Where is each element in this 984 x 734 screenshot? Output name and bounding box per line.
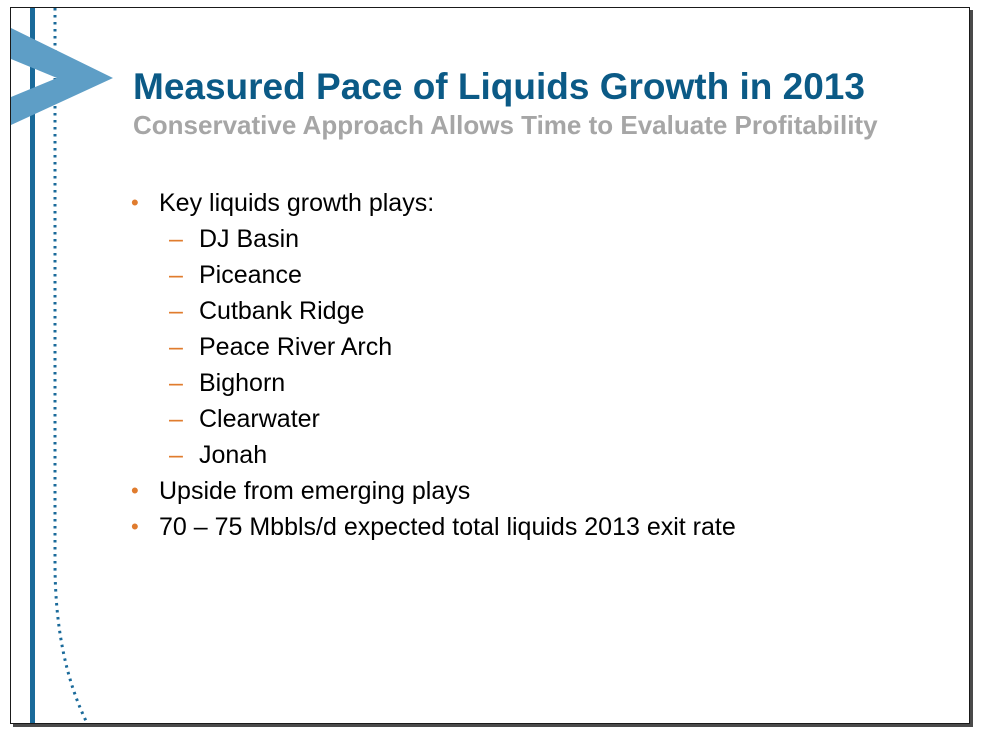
sub-bullet-marker: – (169, 225, 183, 253)
sub-bullet-clearwater: – Clearwater (129, 401, 736, 437)
sub-bullet-text: DJ Basin (199, 225, 300, 253)
slide-title: Measured Pace of Liquids Growth in 2013 (133, 66, 865, 107)
brand-dotted-arc (53, 8, 89, 723)
bullet-marker: • (131, 514, 139, 539)
slide-page: Measured Pace of Liquids Growth in 2013 … (10, 7, 970, 724)
sub-bullet-text: Clearwater (199, 405, 320, 433)
sub-bullet-marker: – (169, 441, 183, 469)
bullet-text: Upside from emerging plays (159, 477, 471, 505)
bullet-marker: • (131, 190, 139, 215)
sub-bullet-cutbank-ridge: – Cutbank Ridge (129, 293, 736, 329)
brand-vertical-line (30, 8, 35, 723)
slide-subtitle: Conservative Approach Allows Time to Eva… (133, 110, 878, 140)
sub-bullet-marker: – (169, 297, 183, 325)
sub-bullet-piceance: – Piceance (129, 257, 736, 293)
slide-shadow-bottom (13, 723, 973, 727)
sub-bullet-marker: – (169, 333, 183, 361)
sub-bullet-peace-river-arch: – Peace River Arch (129, 329, 736, 365)
sub-bullet-text: Peace River Arch (199, 333, 393, 361)
slide-shadow-right (969, 10, 973, 726)
sub-bullet-marker: – (169, 405, 183, 433)
bullet-list: • Key liquids growth plays: – DJ Basin –… (129, 185, 736, 545)
bullet-emerging-plays: • Upside from emerging plays (129, 473, 736, 509)
sub-bullet-dj-basin: – DJ Basin (129, 221, 736, 257)
sub-bullet-text: Bighorn (199, 369, 286, 397)
bullet-exit-rate: • 70 – 75 Mbbls/d expected total liquids… (129, 509, 736, 545)
sub-bullet-text: Cutbank Ridge (199, 297, 365, 325)
bullet-text: 70 – 75 Mbbls/d expected total liquids 2… (159, 513, 736, 541)
bullet-text: Key liquids growth plays: (159, 189, 435, 217)
bullet-marker: • (131, 478, 139, 503)
sub-bullet-marker: – (169, 261, 183, 289)
sub-bullet-bighorn: – Bighorn (129, 365, 736, 401)
sub-bullet-text: Jonah (199, 441, 268, 469)
sub-bullet-marker: – (169, 369, 183, 397)
chevron-right-icon (11, 28, 113, 125)
sub-bullet-text: Piceance (199, 261, 302, 289)
bullet-key-plays: • Key liquids growth plays: (129, 185, 736, 221)
brand-decoration (11, 8, 113, 723)
sub-bullet-jonah: – Jonah (129, 437, 736, 473)
